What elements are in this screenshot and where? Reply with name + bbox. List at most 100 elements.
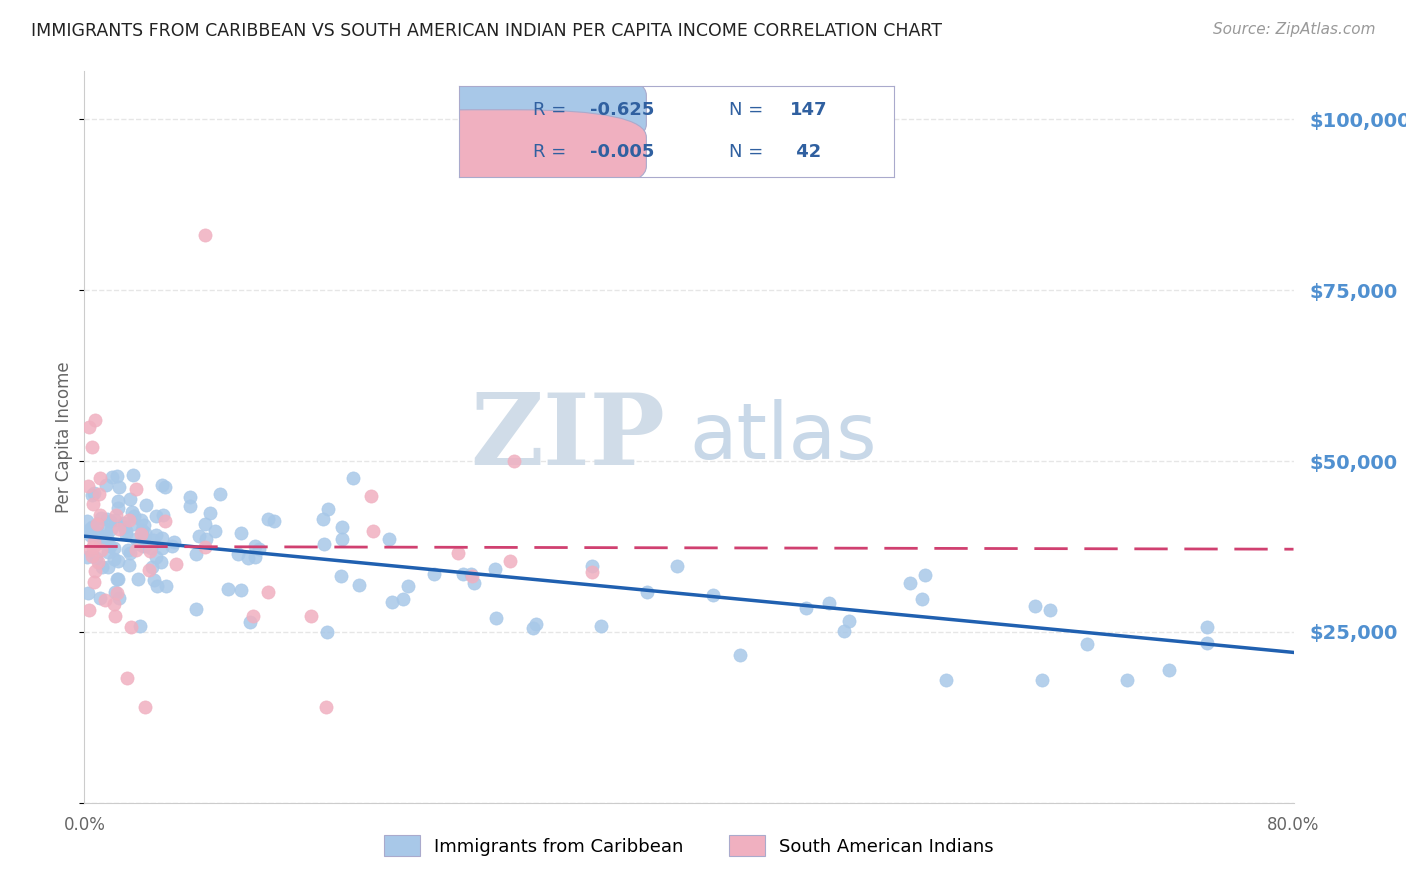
Point <box>217 582 239 596</box>
Point <box>90 559 112 574</box>
Point <box>257 512 280 526</box>
Point <box>914 568 936 582</box>
Point <box>381 595 404 609</box>
Point <box>77 479 100 493</box>
Point <box>447 547 470 561</box>
Point <box>141 560 163 574</box>
Point <box>179 500 201 514</box>
Point <box>87 555 110 569</box>
Point <box>125 532 148 546</box>
Point <box>911 591 934 606</box>
Point <box>134 525 156 540</box>
Point <box>179 491 201 505</box>
Point <box>143 573 166 587</box>
Point <box>90 535 112 549</box>
Point <box>484 562 506 576</box>
Point <box>84 551 107 566</box>
Point <box>86 516 108 531</box>
Point <box>79 543 101 558</box>
Point <box>502 453 524 467</box>
Point <box>461 569 484 583</box>
Point <box>150 555 173 569</box>
Point <box>76 514 98 528</box>
Point <box>94 593 117 607</box>
Point <box>120 546 142 560</box>
Point <box>105 586 128 600</box>
Point <box>79 522 101 536</box>
Point <box>132 540 155 554</box>
Point <box>363 524 385 539</box>
Point <box>112 516 135 530</box>
Point <box>245 549 267 564</box>
Point <box>120 620 142 634</box>
Point <box>89 471 111 485</box>
Point <box>80 440 103 454</box>
Point <box>96 531 118 545</box>
Point <box>1195 620 1218 634</box>
Point <box>728 648 751 663</box>
Point <box>702 588 724 602</box>
Point <box>125 482 148 496</box>
Point <box>329 569 352 583</box>
Point <box>90 543 112 558</box>
Point <box>204 524 226 538</box>
Point <box>96 512 118 526</box>
Point <box>184 602 207 616</box>
Point <box>524 616 547 631</box>
Point <box>103 551 125 566</box>
Point <box>832 624 855 638</box>
Point <box>134 700 156 714</box>
Point <box>163 534 186 549</box>
Point <box>263 514 285 528</box>
Point <box>312 512 335 526</box>
Point <box>141 541 163 555</box>
Point <box>100 470 122 484</box>
Point <box>838 614 860 628</box>
Point <box>194 516 217 531</box>
Point <box>108 522 131 536</box>
Point <box>105 572 128 586</box>
Point <box>129 619 152 633</box>
Point <box>107 493 129 508</box>
Point <box>165 557 187 571</box>
Point <box>129 526 152 541</box>
Text: atlas: atlas <box>689 399 876 475</box>
Point <box>89 591 111 606</box>
Point <box>315 700 337 714</box>
Point <box>422 566 444 581</box>
Point <box>89 487 111 501</box>
Point <box>155 579 177 593</box>
Point <box>935 673 957 687</box>
Point <box>120 491 142 506</box>
Point <box>391 591 413 606</box>
Point <box>239 615 262 630</box>
Point <box>150 478 173 492</box>
Point <box>665 558 688 573</box>
Point <box>77 586 100 600</box>
Point <box>499 554 522 568</box>
Point <box>135 498 157 512</box>
Point <box>1039 603 1062 617</box>
Point <box>124 543 146 558</box>
Point <box>229 525 252 540</box>
Point <box>118 513 141 527</box>
Point <box>153 514 176 528</box>
Point <box>229 582 252 597</box>
Point <box>522 621 544 635</box>
Point <box>146 579 169 593</box>
Point <box>97 560 120 574</box>
Point <box>485 610 508 624</box>
Point <box>76 549 98 564</box>
Point <box>90 511 112 525</box>
Point <box>108 591 131 606</box>
Point <box>581 558 603 573</box>
Point <box>117 542 139 557</box>
Point <box>194 228 217 243</box>
Point <box>155 479 177 493</box>
Point <box>460 567 482 582</box>
Point <box>83 485 105 500</box>
Point <box>103 597 125 611</box>
Point <box>118 558 141 573</box>
Point <box>1031 673 1053 687</box>
Point <box>794 600 817 615</box>
